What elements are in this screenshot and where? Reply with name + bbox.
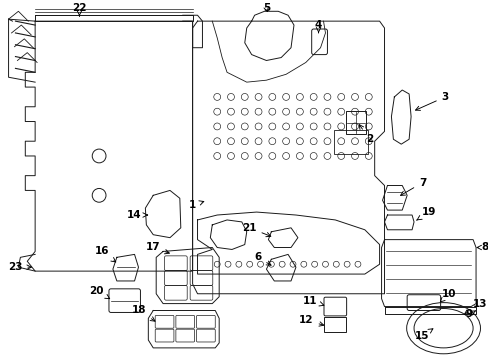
Text: 11: 11 <box>303 296 323 306</box>
Text: 22: 22 <box>72 3 86 16</box>
Text: 12: 12 <box>299 315 323 326</box>
Text: 1: 1 <box>189 200 203 210</box>
Text: 17: 17 <box>145 243 169 254</box>
Text: 2: 2 <box>359 125 373 144</box>
Text: 9: 9 <box>464 310 474 319</box>
Text: 8: 8 <box>476 243 487 252</box>
Text: 10: 10 <box>439 289 455 302</box>
Text: 19: 19 <box>416 207 435 220</box>
Text: 21: 21 <box>242 223 270 237</box>
Text: 13: 13 <box>464 298 487 314</box>
Text: 15: 15 <box>414 329 432 341</box>
Text: 23: 23 <box>8 262 31 272</box>
Text: 4: 4 <box>314 20 322 33</box>
Text: 16: 16 <box>94 247 116 262</box>
Text: 18: 18 <box>132 306 155 321</box>
Text: 3: 3 <box>415 92 448 111</box>
Text: 14: 14 <box>126 210 147 220</box>
Text: 5: 5 <box>262 3 269 13</box>
Text: 20: 20 <box>89 286 109 299</box>
Text: 6: 6 <box>254 252 270 265</box>
Text: 7: 7 <box>400 177 426 195</box>
